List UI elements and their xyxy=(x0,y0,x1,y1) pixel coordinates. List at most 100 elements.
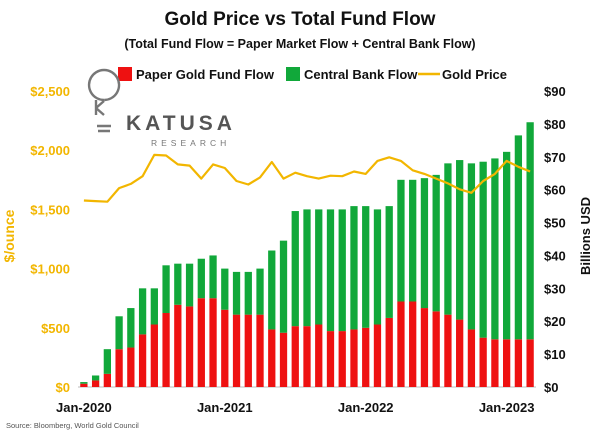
legend-swatch-paper xyxy=(118,67,132,81)
bar-paper-gold-38 xyxy=(526,339,534,387)
bar-central-bank-14 xyxy=(244,271,252,315)
bar-central-bank-2 xyxy=(103,349,111,374)
bar-central-bank-17 xyxy=(279,240,288,333)
left-tick-label: $2,000 xyxy=(30,143,70,158)
right-axis-label: Billions USD xyxy=(578,197,593,275)
bar-central-bank-1 xyxy=(91,375,100,381)
right-tick-label: $50 xyxy=(544,216,566,231)
right-tick-label: $80 xyxy=(544,117,566,132)
bar-central-bank-4 xyxy=(127,308,135,348)
bar-paper-gold-0 xyxy=(80,383,88,387)
bar-central-bank-3 xyxy=(115,316,123,350)
bar-central-bank-32 xyxy=(456,160,464,320)
bar-central-bank-26 xyxy=(385,206,393,318)
bar-central-bank-35 xyxy=(491,158,499,340)
bar-central-bank-7 xyxy=(162,265,170,313)
legend: Paper Gold Fund Flow Central Bank Flow G… xyxy=(118,67,507,82)
bar-paper-gold-28 xyxy=(409,301,417,387)
gold-price-line xyxy=(83,153,531,203)
bar-series xyxy=(80,122,534,387)
bar-central-bank-27 xyxy=(397,179,405,302)
logo: KATUSA RESEARCH xyxy=(87,68,236,148)
bar-central-bank-36 xyxy=(503,151,511,340)
bar-paper-gold-31 xyxy=(444,314,452,387)
bar-paper-gold-23 xyxy=(350,329,358,387)
bar-paper-gold-3 xyxy=(115,349,123,387)
bar-central-bank-9 xyxy=(185,263,194,307)
bar-central-bank-29 xyxy=(420,178,429,309)
right-tick-label: $90 xyxy=(544,84,566,99)
bar-central-bank-25 xyxy=(373,209,382,325)
bar-paper-gold-6 xyxy=(150,324,158,387)
bar-central-bank-34 xyxy=(479,161,487,338)
bar-paper-gold-2 xyxy=(103,373,111,387)
right-tick-label: $10 xyxy=(544,347,566,362)
bar-central-bank-31 xyxy=(444,163,452,315)
bar-paper-gold-19 xyxy=(303,326,311,387)
lightbulb-icon xyxy=(87,68,121,133)
left-tick-label: $1,500 xyxy=(30,202,70,217)
gold-price-polyline xyxy=(83,153,531,203)
bar-paper-gold-37 xyxy=(514,339,523,387)
right-tick-label: $30 xyxy=(544,281,566,296)
bar-central-bank-23 xyxy=(350,206,358,330)
bar-paper-gold-34 xyxy=(479,337,487,387)
left-y-axis: $0 $500 $1,000 $1,500 $2,000 $2,500 xyxy=(30,84,70,395)
bar-central-bank-13 xyxy=(232,271,241,315)
x-tick-label: Jan-2020 xyxy=(56,400,112,415)
bar-paper-gold-13 xyxy=(232,314,241,387)
bar-central-bank-30 xyxy=(432,174,440,312)
legend-label-gold-price: Gold Price xyxy=(442,67,507,82)
legend-swatch-central-bank xyxy=(286,67,300,81)
bar-central-bank-33 xyxy=(467,163,476,330)
bar-central-bank-38 xyxy=(526,122,534,340)
bar-central-bank-18 xyxy=(291,211,299,327)
right-tick-label: $70 xyxy=(544,150,566,165)
bar-paper-gold-24 xyxy=(362,327,370,387)
bar-central-bank-8 xyxy=(174,263,182,305)
bar-paper-gold-32 xyxy=(456,319,464,387)
bar-paper-gold-27 xyxy=(397,301,405,387)
bar-central-bank-20 xyxy=(315,209,323,325)
bar-paper-gold-12 xyxy=(221,309,229,387)
bar-central-bank-37 xyxy=(514,135,523,340)
legend-label-paper: Paper Gold Fund Flow xyxy=(136,67,275,82)
bar-paper-gold-7 xyxy=(162,313,170,387)
right-tick-label: $60 xyxy=(544,183,566,198)
right-tick-label: $0 xyxy=(544,380,558,395)
bar-central-bank-5 xyxy=(138,288,147,335)
bar-central-bank-11 xyxy=(209,255,217,299)
bar-paper-gold-30 xyxy=(432,311,440,387)
bar-central-bank-6 xyxy=(150,288,158,325)
bar-paper-gold-5 xyxy=(138,334,147,387)
bar-paper-gold-16 xyxy=(268,329,276,387)
bar-central-bank-16 xyxy=(268,250,276,330)
bar-central-bank-10 xyxy=(197,258,205,299)
bar-paper-gold-35 xyxy=(491,339,499,387)
bar-paper-gold-26 xyxy=(385,317,393,387)
bar-paper-gold-17 xyxy=(279,332,288,387)
bar-central-bank-22 xyxy=(338,209,346,332)
bar-paper-gold-1 xyxy=(91,380,100,387)
x-tick-label: Jan-2022 xyxy=(338,400,394,415)
right-y-axis: $0 $10 $20 $30 $40 $50 $60 $70 $80 $90 xyxy=(544,84,566,395)
bar-central-bank-21 xyxy=(326,209,335,332)
x-axis: Jan-2020 Jan-2021 Jan-2022 Jan-2023 xyxy=(56,400,534,415)
bar-central-bank-0 xyxy=(80,382,88,384)
bar-central-bank-15 xyxy=(256,268,264,315)
right-tick-label: $40 xyxy=(544,248,566,263)
bar-paper-gold-36 xyxy=(503,339,511,387)
logo-sub: RESEARCH xyxy=(151,138,230,148)
bar-central-bank-28 xyxy=(409,179,417,302)
bar-paper-gold-25 xyxy=(373,324,382,387)
bar-paper-gold-14 xyxy=(244,314,252,387)
x-tick-label: Jan-2021 xyxy=(197,400,253,415)
bar-central-bank-24 xyxy=(362,206,370,328)
logo-name: KATUSA xyxy=(126,112,236,135)
legend-label-central-bank: Central Bank Flow xyxy=(304,67,418,82)
left-tick-label: $500 xyxy=(41,321,70,336)
bar-paper-gold-8 xyxy=(174,304,182,387)
left-tick-label: $1,000 xyxy=(30,262,70,277)
bar-paper-gold-29 xyxy=(420,308,429,387)
